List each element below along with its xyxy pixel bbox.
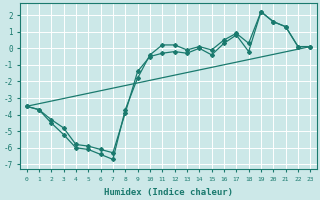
X-axis label: Humidex (Indice chaleur): Humidex (Indice chaleur) — [104, 188, 233, 197]
